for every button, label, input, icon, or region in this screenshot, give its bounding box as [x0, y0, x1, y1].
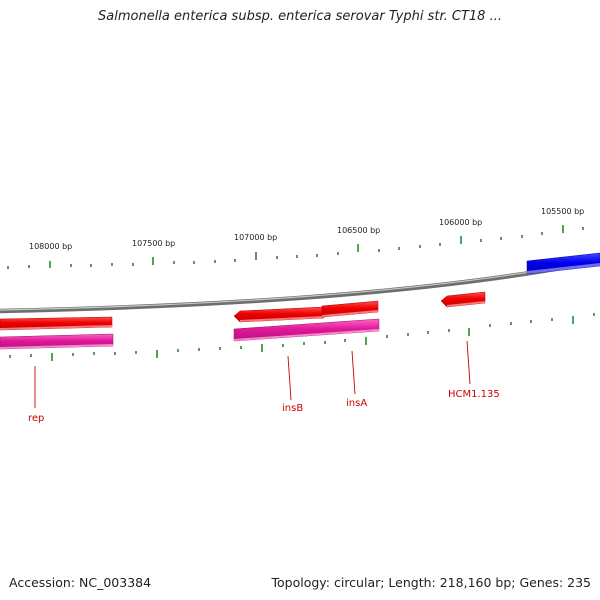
ruler-label-106500: 106500 bp — [337, 226, 380, 235]
gene-label-rep[interactable]: rep — [28, 413, 44, 424]
inner-tick-ruler — [9, 313, 595, 361]
plasmid-backbone — [0, 258, 600, 314]
feature-track-pink-middle[interactable] — [233, 318, 380, 342]
gene-rep-red[interactable] — [0, 316, 113, 331]
gene-label-HCM1-135[interactable]: HCM1.135 — [448, 389, 500, 400]
accession-label: Accession: NC_003384 — [9, 575, 152, 590]
map-title: Salmonella enterica subsp. enterica sero… — [98, 9, 502, 24]
gene-HCM1-135-red[interactable] — [440, 291, 486, 308]
feature-track-pink-left[interactable] — [0, 333, 114, 350]
outer-tick-ruler — [7, 225, 584, 269]
gene-label-insA[interactable]: insA — [346, 398, 367, 409]
ruler-label-106000: 106000 bp — [439, 218, 482, 227]
gene-reverse-strand-blue[interactable] — [526, 252, 600, 275]
ruler-label-107000: 107000 bp — [234, 233, 277, 242]
gene-label-leaders — [34, 340, 471, 408]
ruler-label-108000: 108000 bp — [29, 242, 72, 251]
gene-insB-red[interactable] — [233, 306, 325, 323]
gene-insA-red[interactable] — [321, 300, 379, 318]
gene-blue-highlight — [527, 263, 600, 274]
ruler-label-105500: 105500 bp — [541, 207, 584, 216]
topology-summary: Topology: circular; Length: 218,160 bp; … — [271, 575, 592, 590]
ruler-label-107500: 107500 bp — [132, 239, 175, 248]
gene-label-insB[interactable]: insB — [282, 403, 303, 414]
